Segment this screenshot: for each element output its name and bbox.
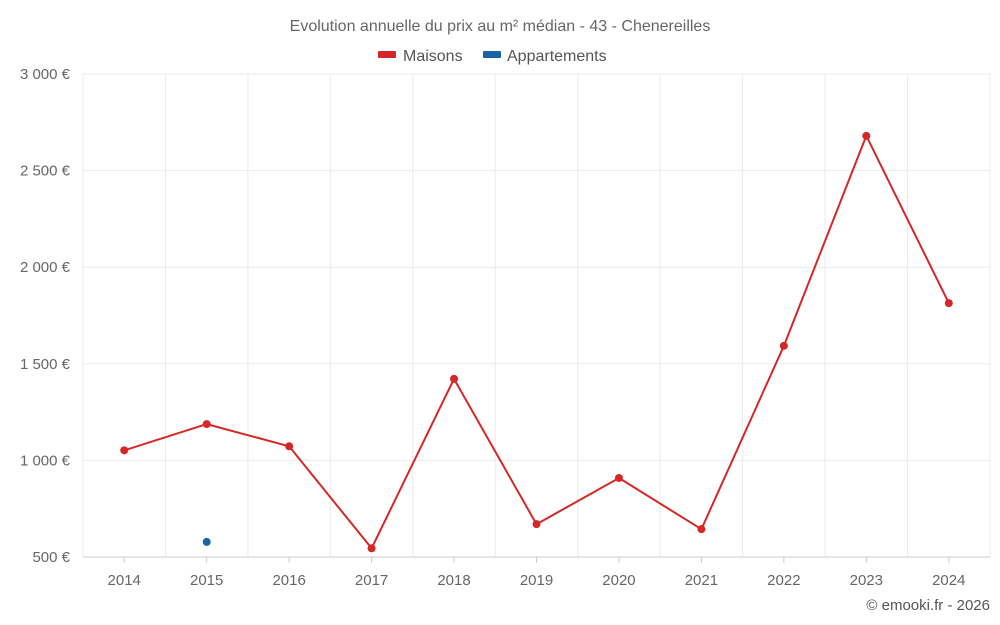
- x-tick-label: 2023: [850, 572, 883, 589]
- x-tick-label: 2019: [520, 572, 553, 589]
- data-point-maisons-2023: [862, 131, 871, 140]
- data-point-maisons-2020: [614, 473, 623, 482]
- data-point-maisons-2016: [285, 442, 294, 451]
- data-point-maisons-2022: [779, 341, 788, 350]
- data-point-maisons-2024: [944, 299, 953, 308]
- gridlines: [82, 73, 991, 557]
- data-point-maisons-2017: [367, 544, 376, 553]
- x-tick-label: 2020: [602, 572, 635, 589]
- x-tick-label: 2014: [108, 572, 141, 589]
- legend: Maisons Appartements: [378, 48, 607, 65]
- data-point-maisons-2015: [202, 420, 211, 429]
- y-tick-label: 1 500 €: [20, 356, 71, 373]
- chart-title: Evolution annuelle du prix au m² médian …: [290, 18, 711, 35]
- legend-label-appartements: Appartements: [507, 48, 607, 65]
- x-axis: 2014 2015 2016 2017 2018 2019 2020 2021 2022 2023…: [83, 556, 990, 589]
- legend-swatch-appartements: [483, 51, 501, 58]
- x-tick-label: 2017: [355, 572, 388, 589]
- x-tick-label: 2018: [437, 572, 470, 589]
- x-tick-label: 2024: [932, 572, 965, 589]
- data-point-maisons-2018: [450, 374, 459, 383]
- x-tick-label: 2015: [190, 572, 223, 589]
- series-layer: [120, 131, 953, 553]
- data-point-maisons-2019: [532, 520, 541, 529]
- credit-text: © emooki.fr - 2026: [866, 597, 990, 614]
- y-tick-label: 3 000 €: [20, 66, 71, 83]
- y-tick-label: 500 €: [32, 549, 70, 566]
- data-point-maisons-2021: [697, 525, 706, 534]
- x-tick-label: 2021: [685, 572, 718, 589]
- y-tick-label: 2 000 €: [20, 259, 71, 276]
- legend-swatch-maisons: [378, 51, 396, 58]
- x-tick-label: 2016: [272, 572, 305, 589]
- data-point-maisons-2014: [120, 446, 129, 455]
- y-tick-label: 1 000 €: [20, 452, 71, 469]
- x-tick-label: 2022: [767, 572, 800, 589]
- y-axis: 500 € 1 000 € 1 500 € 2 000 € 2 500 € 3 000 €: [20, 66, 71, 566]
- data-point-appartements-2015: [202, 537, 211, 546]
- legend-label-maisons: Maisons: [403, 48, 463, 65]
- y-tick-label: 2 500 €: [20, 163, 71, 180]
